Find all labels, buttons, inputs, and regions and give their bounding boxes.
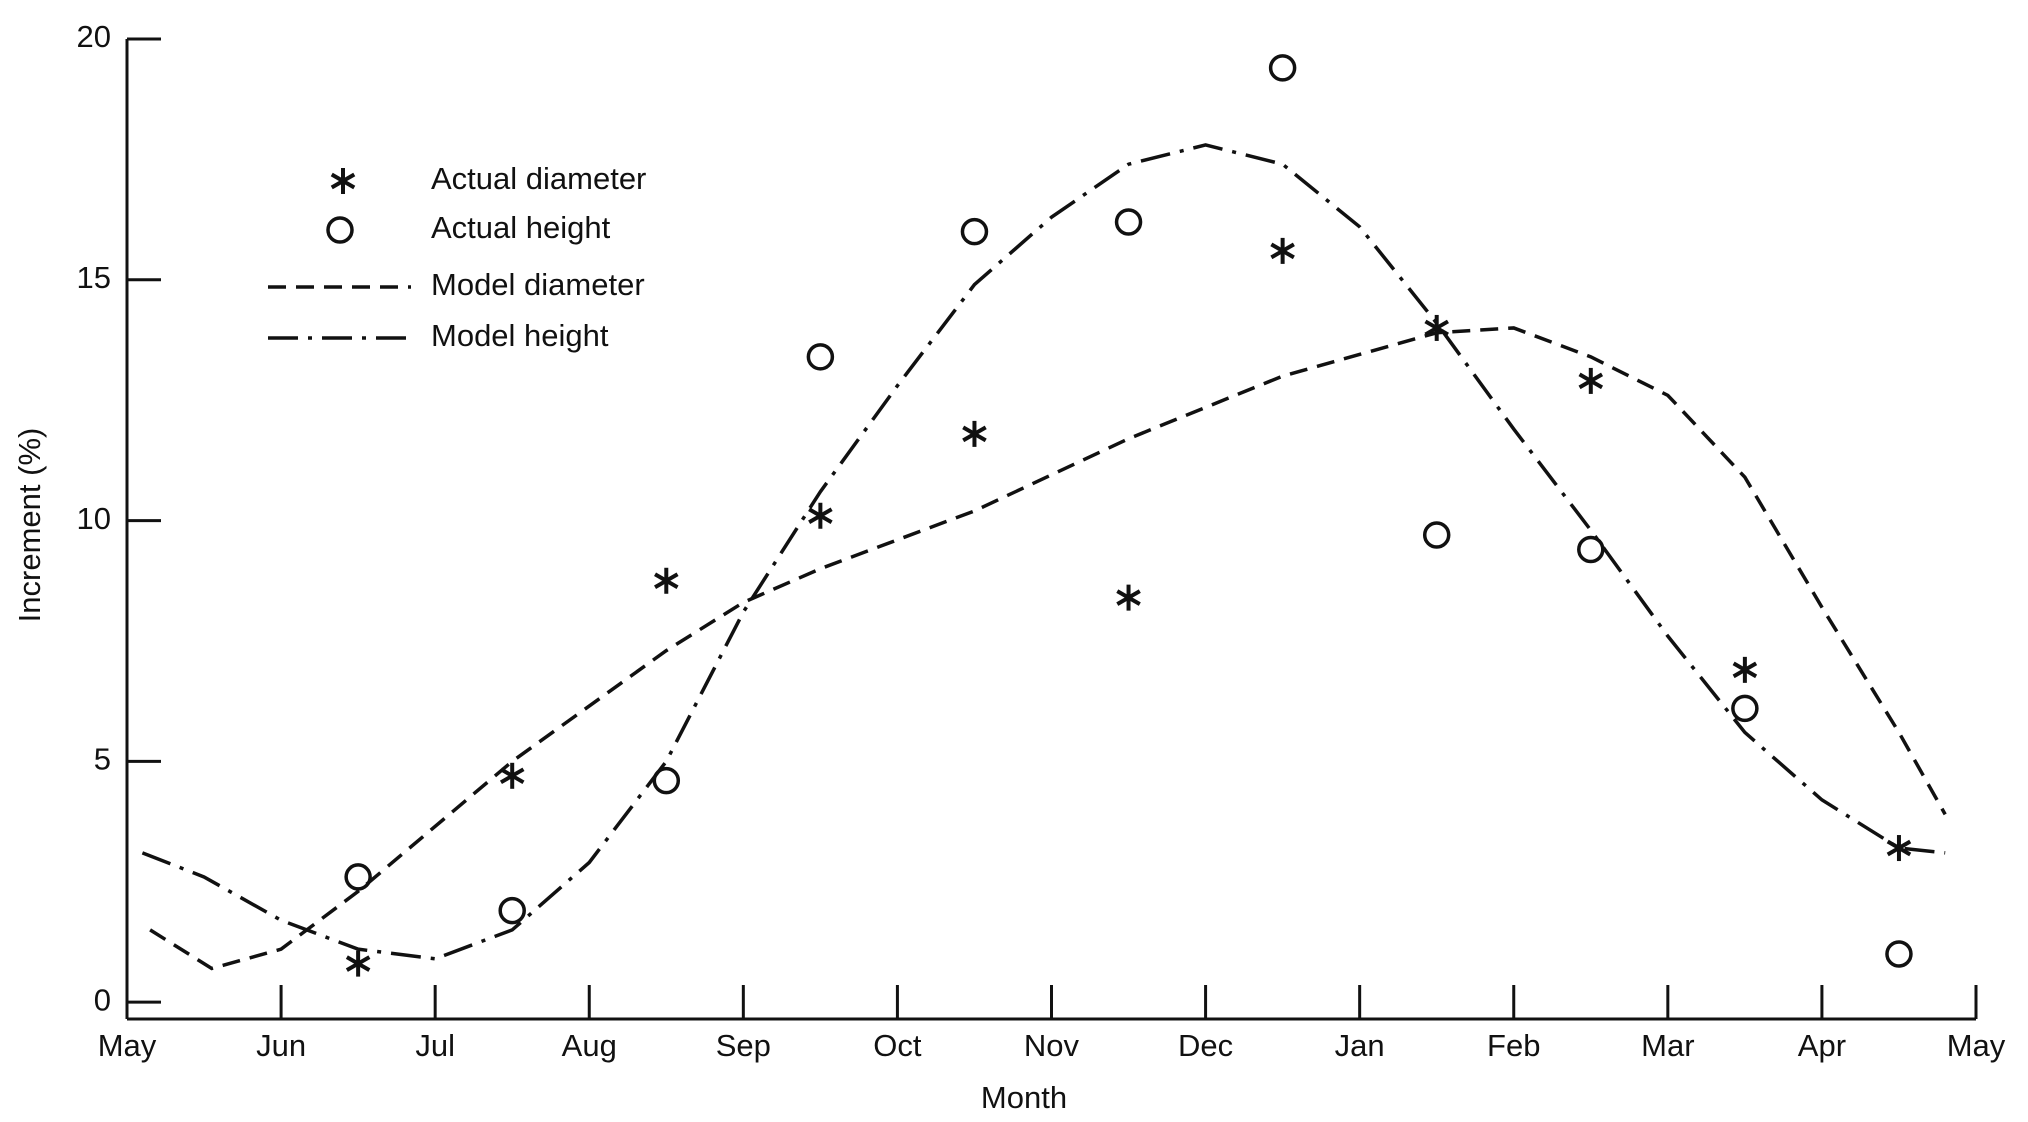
circle-marker bbox=[1885, 940, 1913, 968]
star-marker bbox=[654, 567, 679, 594]
legend-label: Actual height bbox=[431, 210, 611, 245]
circle-marker bbox=[498, 896, 526, 925]
x-tick-label: Oct bbox=[873, 1028, 922, 1063]
x-tick-label: Feb bbox=[1487, 1028, 1540, 1063]
y-axis-label: Increment (%) bbox=[12, 428, 47, 623]
y-tick-label: 20 bbox=[77, 19, 111, 54]
x-tick-label: Sep bbox=[716, 1028, 771, 1063]
star-stroke bbox=[1886, 839, 1912, 857]
x-tick-label: Dec bbox=[1178, 1028, 1233, 1063]
model-line bbox=[149, 326, 1947, 971]
x-tick-label: Aug bbox=[562, 1028, 617, 1063]
y-tick-label: 0 bbox=[94, 982, 111, 1017]
circle-marker bbox=[1422, 521, 1451, 549]
x-tick-label: Apr bbox=[1798, 1028, 1846, 1063]
star-marker bbox=[1732, 656, 1758, 683]
circle-marker bbox=[1731, 694, 1759, 723]
circle-marker bbox=[806, 343, 835, 371]
y-tick-label: 15 bbox=[77, 260, 111, 295]
y-tick-label: 10 bbox=[77, 501, 111, 536]
model-line bbox=[141, 143, 1946, 961]
circle-marker bbox=[652, 766, 681, 795]
x-tick-label: Jan bbox=[1335, 1028, 1385, 1063]
circle-marker bbox=[1114, 208, 1143, 236]
star-stroke bbox=[1116, 589, 1141, 606]
star-marker bbox=[1116, 584, 1141, 611]
star-marker bbox=[1270, 237, 1295, 264]
star-stroke bbox=[345, 955, 371, 972]
star-stroke bbox=[808, 507, 833, 524]
x-tick-label: Jul bbox=[415, 1028, 455, 1063]
circle-marker bbox=[1268, 54, 1297, 82]
star-stroke bbox=[1578, 372, 1604, 390]
legend-label: Model height bbox=[431, 318, 609, 353]
star-stroke bbox=[499, 767, 525, 785]
x-tick-label: Mar bbox=[1641, 1028, 1694, 1063]
star-stroke bbox=[1270, 242, 1295, 260]
y-tick-label: 5 bbox=[94, 742, 111, 777]
x-tick-label: Nov bbox=[1024, 1028, 1080, 1063]
star-stroke bbox=[654, 572, 679, 590]
star-marker bbox=[1578, 367, 1604, 394]
x-tick-label: May bbox=[98, 1028, 157, 1063]
star-stroke bbox=[330, 172, 356, 190]
star-marker bbox=[330, 168, 356, 194]
star-marker bbox=[345, 950, 371, 977]
legend-circle bbox=[326, 216, 354, 244]
star-marker bbox=[1886, 835, 1912, 862]
legend-label: Actual diameter bbox=[431, 161, 646, 196]
star-marker bbox=[499, 762, 525, 789]
x-axis-label: Month bbox=[981, 1080, 1067, 1115]
star-stroke bbox=[1732, 661, 1758, 679]
circle-marker bbox=[1577, 535, 1605, 564]
circle-marker bbox=[344, 863, 372, 891]
x-tick-label: Jun bbox=[256, 1028, 306, 1063]
star-marker bbox=[1424, 314, 1449, 341]
legend-label: Model diameter bbox=[431, 267, 645, 302]
x-tick-label: May bbox=[1947, 1028, 2006, 1063]
circle-marker bbox=[960, 217, 989, 246]
star-marker bbox=[808, 502, 833, 529]
star-stroke bbox=[962, 425, 987, 443]
star-marker bbox=[962, 420, 987, 447]
